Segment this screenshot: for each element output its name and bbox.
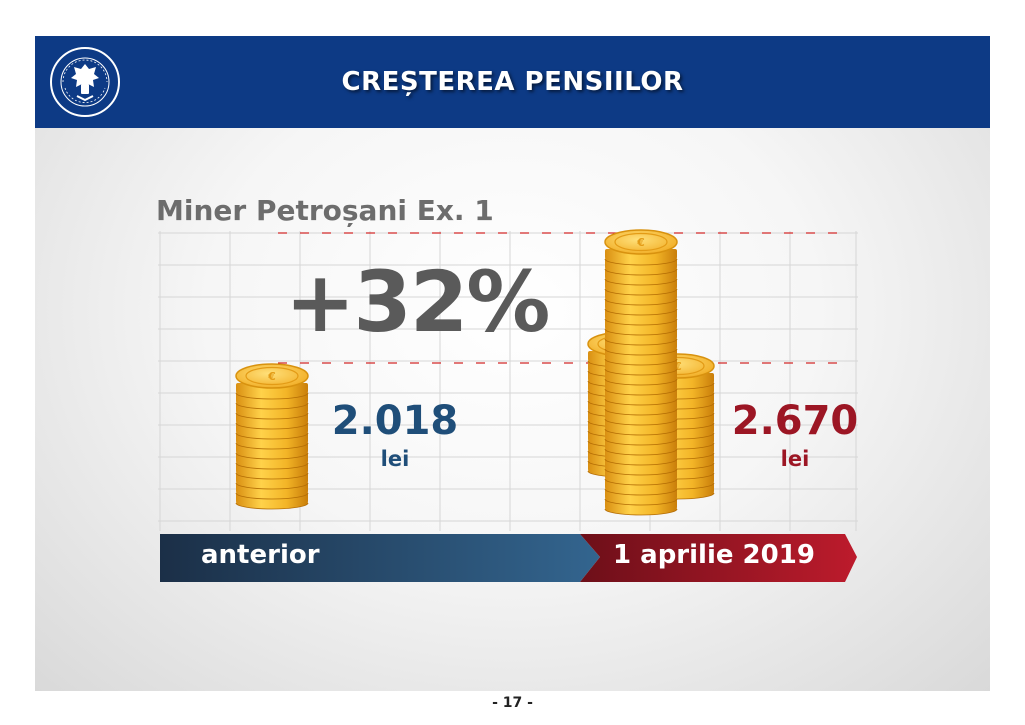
unit-before: lei (380, 447, 410, 471)
slide: CREȘTEREA PENSIILOR (35, 36, 990, 691)
timeline-label-before: anterior (201, 540, 320, 570)
romanian-government-seal-icon (50, 47, 120, 117)
coin-stack-before (235, 363, 309, 510)
timeline-label-after: 1 aprilie 2019 (613, 540, 815, 570)
increase-percent: +32% (285, 253, 550, 351)
unit-after: lei (780, 447, 810, 471)
page-number: - 17 - (492, 695, 533, 711)
timeline-after-segment (580, 534, 857, 582)
timeline-bar (160, 534, 857, 582)
timeline-before-segment (160, 534, 600, 582)
header-bar: CREȘTEREA PENSIILOR (35, 36, 990, 128)
value-before: 2.018 (331, 398, 459, 444)
page-title: CREȘTEREA PENSIILOR (341, 67, 684, 97)
value-after: 2.670 (731, 398, 859, 444)
coin-stacks: € (235, 229, 715, 516)
coin-stack-after-tall (604, 229, 678, 516)
subtitle: Miner Petroșani Ex. 1 (156, 194, 494, 227)
